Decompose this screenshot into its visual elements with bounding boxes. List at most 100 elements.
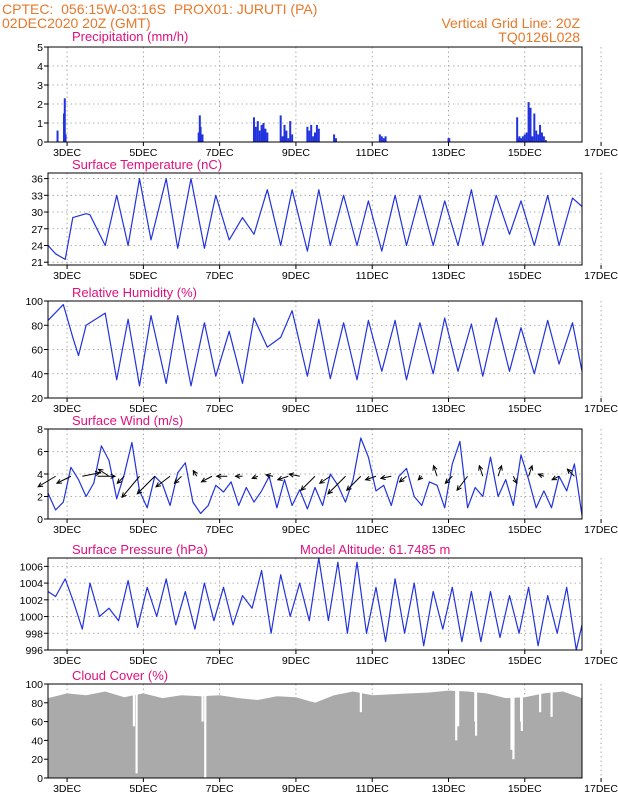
precip-bar [542,136,545,142]
y-tick-label: 998 [25,628,43,640]
wind-arrow-shaft [136,475,156,495]
panel-pres: Surface Pressure (hPa) Model Altitude: 61… [20,542,618,667]
wind-arrow-shaft [37,475,56,488]
precip-bar [521,136,524,142]
precip-bar [258,130,261,142]
cloud-gap [201,684,204,722]
cloud-gap [455,684,458,741]
panel-frame-cloud [47,683,583,779]
x-tick-label: 17DEC [584,270,618,282]
x-tick-label: 3DEC [53,783,81,795]
wind-arrow [192,469,198,477]
panel-frame-temp [47,172,583,266]
wind-arrow-head [364,475,371,481]
wind-arrow-head [398,477,405,483]
cloud-gap [550,684,553,717]
wind-arrow [97,468,110,477]
y-tick-label: 0 [37,137,43,149]
wind-arrow-head [345,485,352,492]
precip-bar [535,130,538,142]
precip-bar [518,136,521,142]
wind-arrow-shaft [174,475,182,484]
cloud-gap [510,684,513,750]
wind-arrow [97,473,117,479]
y-tick-label: 100 [25,296,43,308]
wind-arrow-shaft [319,475,331,484]
precip-bar [540,132,543,142]
y-tick-label: 100 [25,679,43,691]
wind-arrow [528,464,534,477]
y-tick-label: 2 [37,99,43,111]
x-tick-label: 5DEC [129,655,157,667]
cloud-gap [520,684,523,731]
wind-arrow [37,475,56,488]
cloud-gap [512,684,515,760]
x-tick-label: 13DEC [432,783,466,795]
precip-bar [314,132,316,142]
precip-bar [287,138,290,142]
x-tick-label: 7DEC [206,524,234,536]
x-tick-label: 15DEC [508,783,542,795]
x-tick-label: 7DEC [206,270,234,282]
wind-arrow [512,476,518,485]
wind-arrow-shaft [201,475,213,483]
precip-bar [264,128,267,142]
y-tick-label: 36 [31,174,43,186]
panel-title-wind: Surface Wind (m/s) [72,413,183,428]
y-tick-label: 20 [31,393,43,405]
precip-bar [306,126,309,142]
y-tick-label: 27 [31,224,43,236]
x-tick-label: 7DEC [206,147,234,159]
x-tick-label: 11DEC [356,270,389,282]
y-tick-label: 30 [31,207,43,219]
x-tick-label: 15DEC [508,270,542,282]
wind-arrow [566,468,575,477]
wind-arrow-head [551,475,558,481]
precip-bar [317,128,320,142]
panel-frame-pres [47,557,583,651]
wind-arrow-head [97,468,104,474]
y-tick-label: 24 [31,240,43,252]
wind-arrow [300,475,316,492]
panel-title-rh: Relative Humidity (%) [72,285,197,300]
wind-arrow-shaft [98,468,110,477]
panel-precip: Precipitation (mm/h) 0 1 2 3 4 5 3DEC 5DEC 7DEC 9D… [37,29,618,159]
precip-bar [308,130,311,142]
wind-arrow-shaft [289,473,300,477]
precip-bar [527,102,530,142]
wind-arrow-shaft [399,475,407,483]
wind-arrow [251,474,258,480]
precip-bar [310,124,313,142]
wind-arrow-head [288,472,295,478]
wind-arrow-head [192,469,198,476]
wind-arrow [398,475,407,483]
wind-arrow-head [432,464,438,471]
x-tick-label: 17DEC [584,524,618,536]
wind-arrow [234,473,243,479]
header-line-3-right: TQ0126L028 [498,29,580,45]
precip-bar [315,124,318,142]
series-line-rh [47,304,583,387]
y-tick-label: 80 [31,698,43,710]
cloud-gap [359,684,362,713]
x-tick-label: 9DEC [282,655,310,667]
y-tick-label: 6 [37,447,43,459]
wind-arrow [264,473,274,479]
precip-bar [537,134,540,142]
wind-arrow [456,475,468,492]
panel-title-precip: Precipitation (mm/h) [72,29,188,44]
y-tick-label: 4 [37,61,43,73]
series-line-pres [47,557,583,651]
panel-title-temp: Surface Temperature (nC) [72,157,222,172]
wind-arrow-head [379,474,386,481]
precip-bar [448,138,451,142]
wind-arrow [364,475,377,481]
x-tick-label: 5DEC [129,783,157,795]
x-tick-label: 7DEC [206,403,234,415]
precip-bar [200,136,203,142]
precip-bar [529,107,532,142]
cloud-gap [457,684,460,727]
x-tick-label: 13DEC [432,655,466,667]
panel-wind: Surface Wind (m/s) 0 2 4 6 8 3DEC 5DEC 7DEC 9DEC 1… [37,413,618,536]
wind-arrow-head [200,477,207,483]
